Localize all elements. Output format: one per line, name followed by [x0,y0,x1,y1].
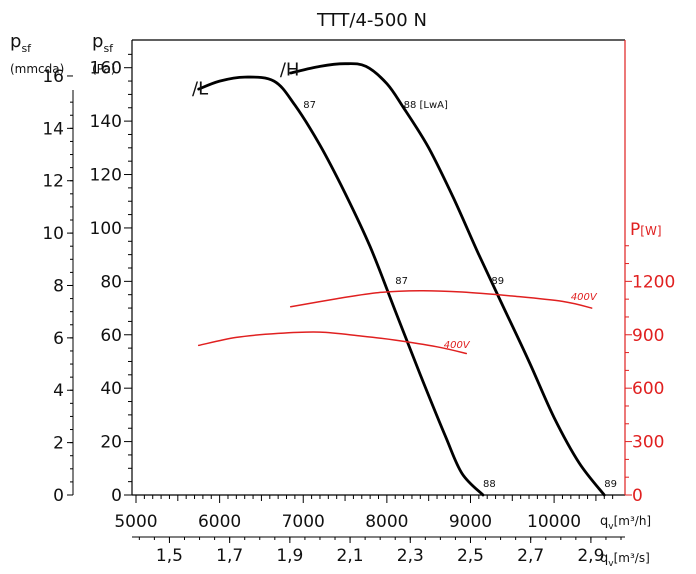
left-inner-tick-label: 60 [100,326,122,346]
left-outer-axis-title: psf (mmcda) [10,31,64,76]
curve-label: /L [192,78,208,99]
bottom-axis-m3h-title: qv[m³/h] [600,514,651,532]
left-inner-tick-label: 80 [100,272,122,292]
svg-text:psf: psf [10,31,32,55]
left-outer-tick-label: 14 [42,119,64,139]
power-curve-3 [289,289,593,309]
pressure-curve-h [289,62,606,497]
svg-text:qv[m³/s]: qv[m³/s] [600,551,650,569]
bottom-m3h-tick-label: 9000 [449,512,492,532]
sound-level-label: 88 [LwA] [404,100,448,111]
right-tick-label: 900 [632,326,664,346]
bottom-axis-m3s-title: qv[m³/s] [600,551,650,569]
power-curve-label: 400V [444,340,471,351]
bottom-m3h-tick-label: 6000 [198,512,241,532]
sound-level-label: 88 [483,479,496,490]
curve-label: /H [280,60,300,81]
sound-level-label: 89 [491,276,504,287]
power-curve-label: 400V [571,292,598,303]
left-inner-tick-label: 160 [90,59,122,79]
left-inner-tick-label: 100 [90,219,122,239]
bottom-m3s-tick-label: 2,9 [577,546,604,566]
right-tick-label: 0 [632,486,643,506]
left-inner-tick-label: 0 [111,486,122,506]
svg-text:psf: psf [92,31,114,55]
left-outer-tick-label: 8 [53,276,64,296]
svg-text:P[W]: P[W] [630,220,662,240]
bottom-m3h-tick-label: 7000 [282,512,325,532]
bottom-m3s-tick-label: 2,7 [517,546,544,566]
left-inner-tick-label: 20 [100,433,122,453]
left-inner-tick-label: 120 [90,166,122,186]
right-tick-label: 300 [632,433,664,453]
bottom-m3s-tick-label: 1,5 [156,546,183,566]
left-inner-axis-title: psf (Pa) [92,31,115,76]
power-curve-2 [197,331,468,355]
bottom-m3s-tick-label: 2,5 [457,546,484,566]
bottom-m3h-tick-label: 10000 [527,512,581,532]
bottom-m3s-tick-label: 2,3 [397,546,424,566]
left-inner-tick-label: 40 [100,379,122,399]
left-outer-tick-label: 4 [53,381,64,401]
left-outer-tick-label: 12 [42,172,64,192]
bottom-m3h-tick-label: 5000 [114,512,157,532]
bottom-m3s-tick-label: 1,7 [216,546,243,566]
chart-title: TTT/4-500 N [316,10,427,31]
left-inner-tick-label: 140 [90,112,122,132]
left-outer-tick-label: 16 [42,67,64,87]
right-axis-title: P[W] [630,220,662,240]
bottom-m3s-tick-label: 1,9 [276,546,303,566]
bottom-m3s-tick-label: 2,1 [337,546,364,566]
left-outer-tick-label: 0 [53,486,64,506]
left-outer-tick-label: 2 [53,434,64,454]
left-outer-axis-unit: (mmcda) [10,62,64,76]
sound-level-label: 87 [303,100,316,111]
right-tick-label: 1200 [632,272,675,292]
left-inner-axis-unit: (Pa) [92,62,115,76]
left-outer-tick-label: 10 [42,224,64,244]
svg-text:qv[m³/h]: qv[m³/h] [600,514,651,532]
sound-level-label: 89 [604,479,617,490]
left-outer-tick-label: 6 [53,329,64,349]
pressure-curve-l [197,75,485,497]
bottom-m3h-tick-label: 8000 [365,512,408,532]
sound-level-label: 87 [395,276,408,287]
right-tick-label: 600 [632,379,664,399]
